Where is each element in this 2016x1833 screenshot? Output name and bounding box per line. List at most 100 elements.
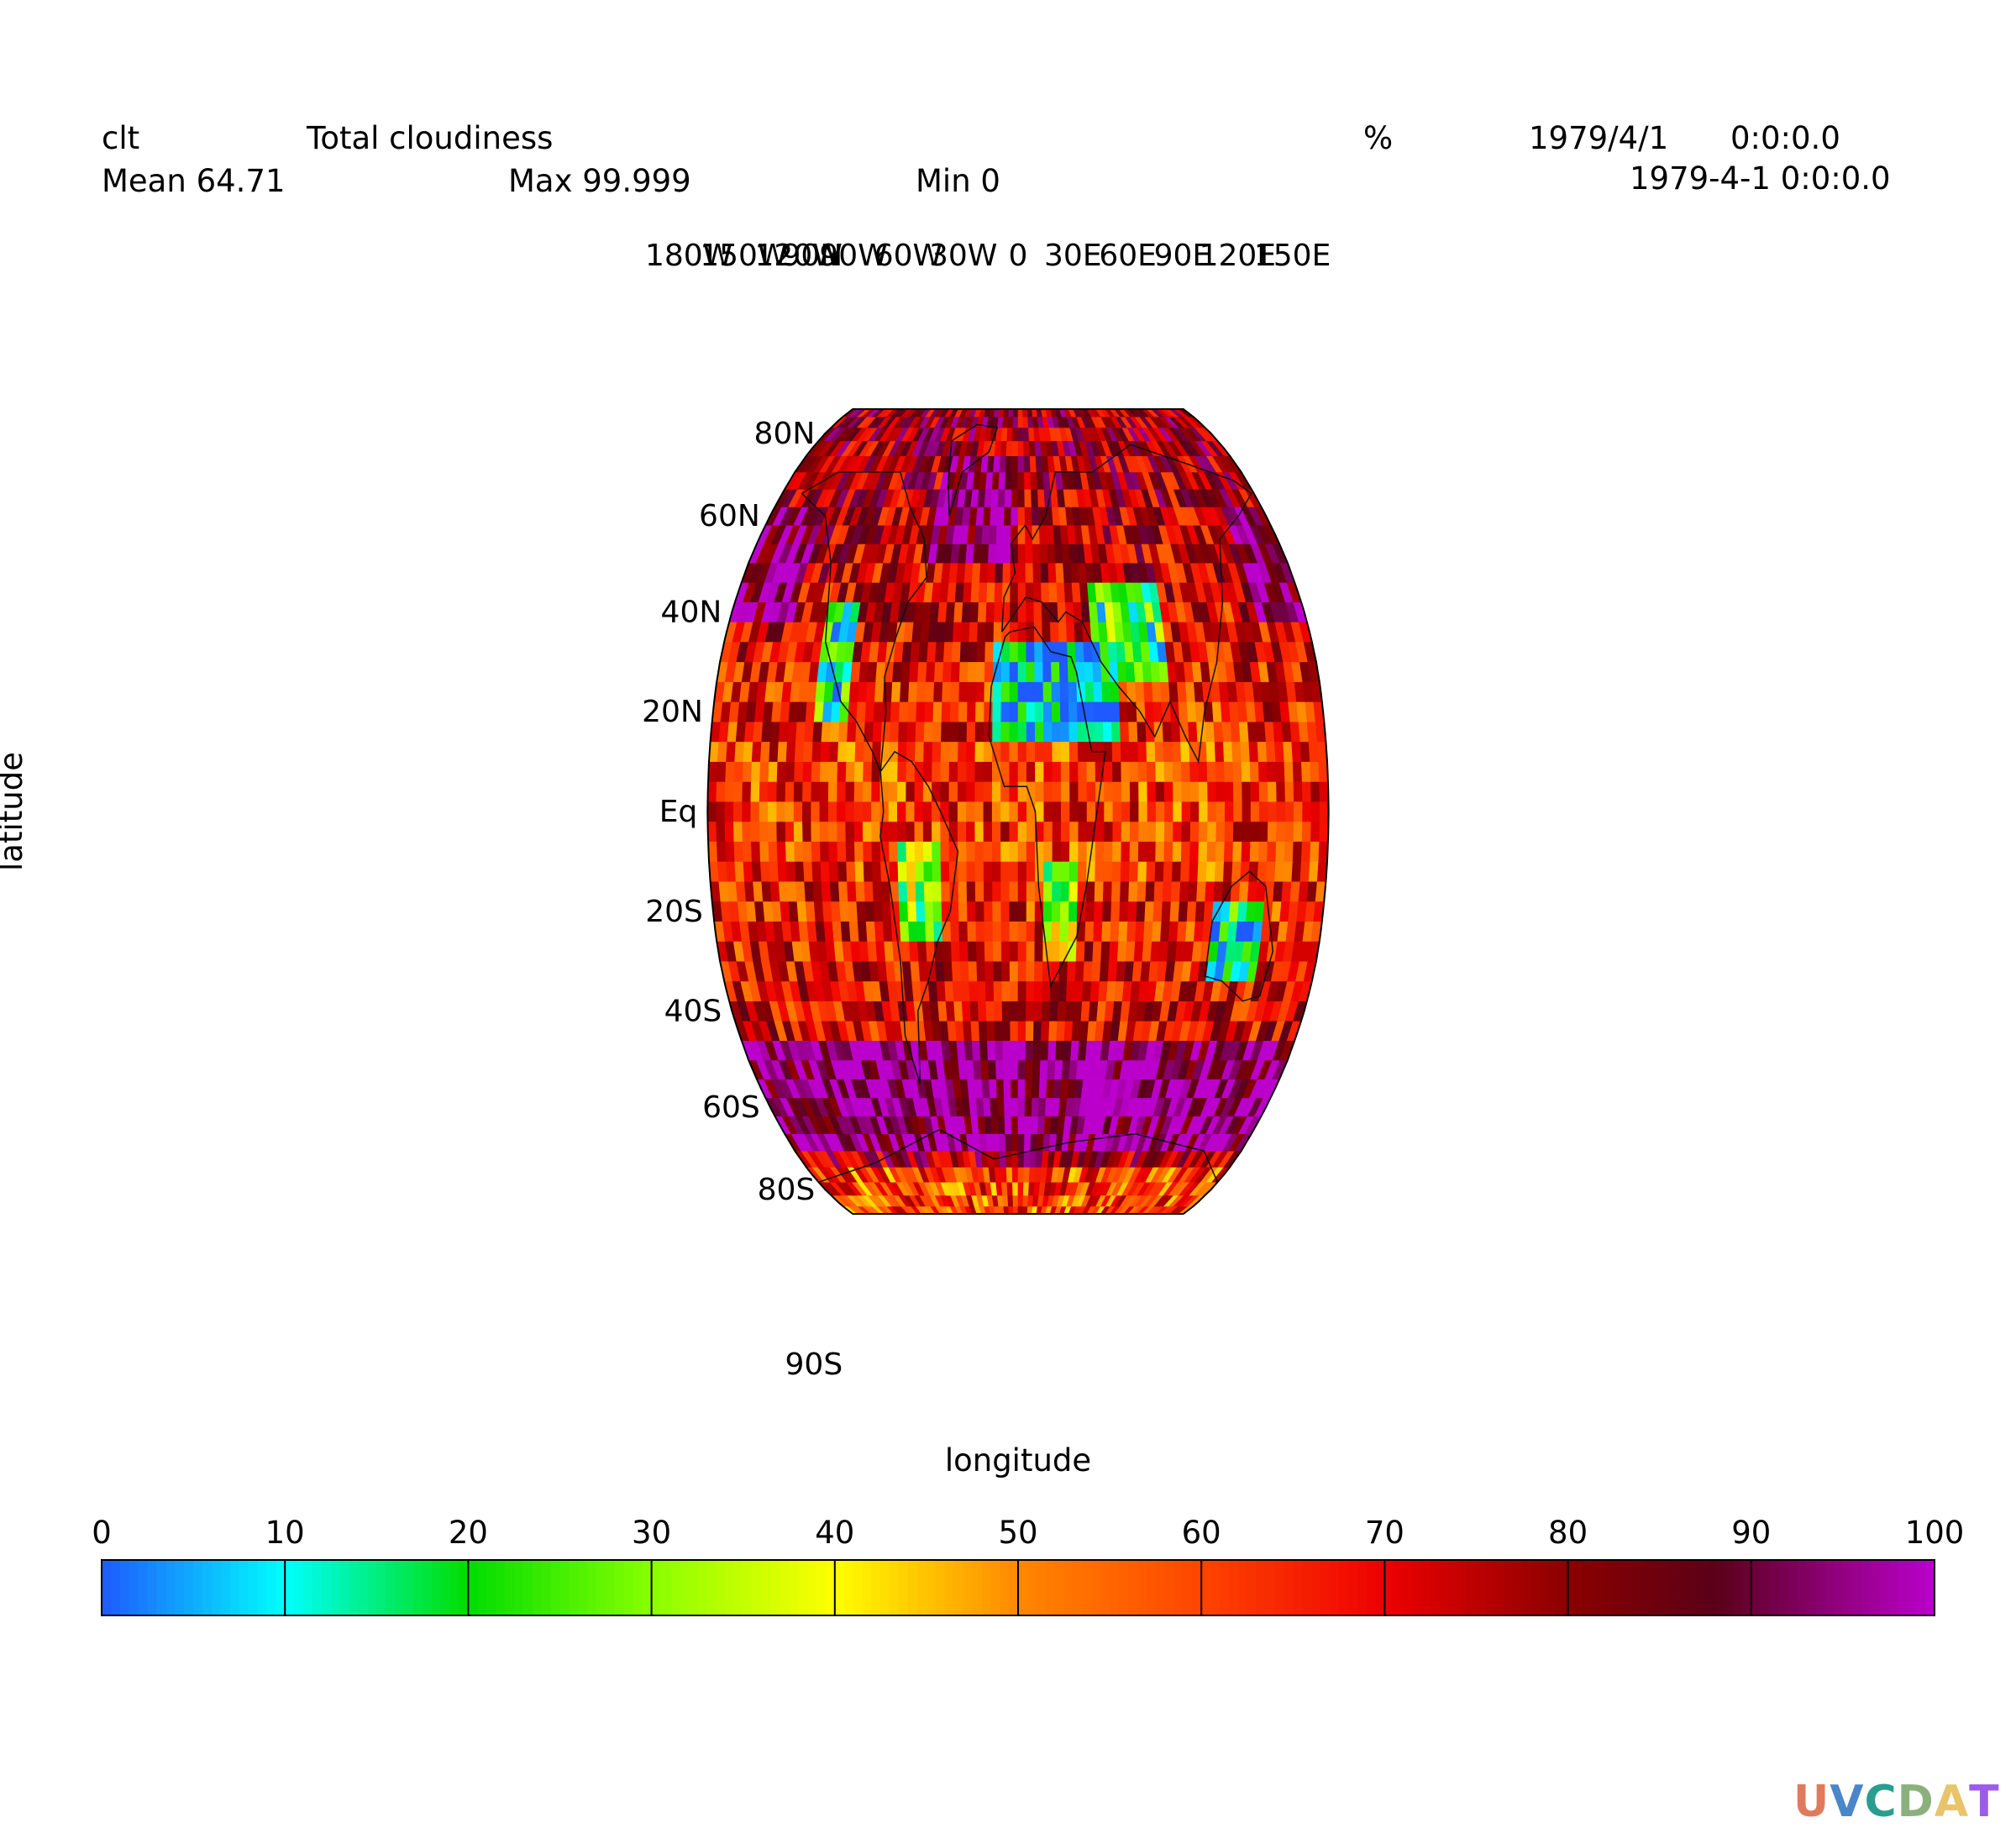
data-cell [1002, 1040, 1011, 1061]
colorbar-swatch [522, 1560, 533, 1615]
data-cell [976, 641, 986, 663]
data-cell [856, 901, 867, 922]
data-cell [1043, 781, 1053, 802]
data-cell [1048, 582, 1058, 602]
data-cell [1042, 901, 1053, 922]
colorbar-swatch [1329, 1560, 1340, 1615]
data-cell [1116, 661, 1127, 682]
data-cell [1068, 741, 1079, 762]
data-cell [1273, 741, 1285, 762]
data-cell [1310, 841, 1320, 862]
data-cell [1240, 741, 1251, 762]
data-cell [1250, 821, 1260, 842]
data-cell [916, 921, 927, 942]
colorbar-swatch [468, 1560, 478, 1615]
data-cell [1137, 841, 1148, 862]
data-cell [1205, 721, 1215, 743]
colorbar-swatch [477, 1560, 487, 1615]
data-cell [992, 841, 1001, 862]
data-cell [984, 901, 994, 922]
colorbar-swatch [1347, 1560, 1358, 1615]
data-cell [1026, 921, 1036, 942]
data-cell [734, 741, 745, 762]
data-cell [1035, 741, 1045, 762]
colorbar-swatch [770, 1560, 780, 1615]
data-cell [1017, 721, 1027, 743]
data-cell [1135, 681, 1146, 702]
data-cell [724, 821, 735, 842]
data-cell [987, 1059, 997, 1079]
data-cell [1017, 471, 1026, 490]
colorbar-swatch [1164, 1560, 1175, 1615]
data-cell [1169, 901, 1180, 922]
data-cell [827, 781, 838, 802]
data-cell [991, 821, 1001, 842]
data-cell [785, 801, 795, 822]
data-cell [1037, 1097, 1047, 1116]
data-cell [1025, 562, 1034, 583]
data-cell [1205, 861, 1216, 882]
data-cell [906, 741, 916, 762]
data-cell [794, 761, 804, 782]
data-cell [942, 960, 953, 982]
data-cell [1017, 489, 1026, 507]
data-cell [1207, 781, 1217, 802]
colorbar-swatch [211, 1560, 222, 1615]
data-cell [1051, 701, 1061, 722]
colorbar-swatch [1631, 1560, 1642, 1615]
data-cell [1084, 941, 1095, 962]
data-cell [1223, 761, 1234, 782]
data-cell [1005, 1150, 1013, 1168]
data-cell [1059, 901, 1070, 922]
colorbar-swatch [1907, 1560, 1917, 1615]
data-cell [949, 721, 959, 743]
data-cell [1144, 701, 1155, 722]
data-cell [1033, 980, 1043, 1001]
data-cell [785, 781, 795, 802]
data-cell [922, 761, 933, 782]
data-cell [1154, 741, 1165, 762]
data-cell [865, 681, 876, 702]
colorbar-swatch [1228, 1560, 1239, 1615]
data-cell [1147, 801, 1157, 822]
data-cell [864, 880, 874, 902]
data-cell [759, 841, 769, 862]
data-cell [1078, 821, 1088, 842]
data-cell [1093, 921, 1103, 942]
data-cell [900, 941, 911, 962]
data-cell [985, 1001, 995, 1022]
data-cell [1009, 921, 1019, 942]
data-cell [996, 1097, 1005, 1116]
data-cell [751, 861, 763, 882]
data-cell [1190, 801, 1200, 822]
colorbar-swatch [890, 1560, 900, 1615]
data-cell [1299, 861, 1310, 882]
data-cell [1033, 1001, 1043, 1022]
data-cell [1000, 1181, 1008, 1196]
colorbar-label: 80 [1548, 1515, 1588, 1551]
data-cell [923, 861, 933, 882]
colorbar-swatch [862, 1560, 873, 1615]
data-cell [1047, 544, 1056, 564]
data-cell [828, 761, 838, 782]
data-cell [1074, 980, 1084, 1001]
data-cell [923, 721, 934, 743]
data-cell [1138, 821, 1148, 842]
data-cell [879, 801, 890, 822]
data-cell [1301, 821, 1312, 842]
data-cell [984, 661, 994, 682]
data-cell [1000, 781, 1011, 802]
colorbar-swatch [532, 1560, 543, 1615]
data-cell [848, 701, 858, 722]
colorbar-swatch [266, 1560, 276, 1615]
data-cell [1110, 921, 1120, 942]
data-cell [1155, 801, 1165, 822]
colorbar-swatch [1412, 1560, 1422, 1615]
colorbar-swatch [1586, 1560, 1596, 1615]
data-cell [1042, 701, 1053, 722]
data-cell [1040, 1040, 1049, 1061]
data-cell [1075, 941, 1086, 962]
data-cell [983, 721, 993, 743]
colorbar-swatch [1879, 1560, 1890, 1615]
data-cell [769, 741, 780, 762]
